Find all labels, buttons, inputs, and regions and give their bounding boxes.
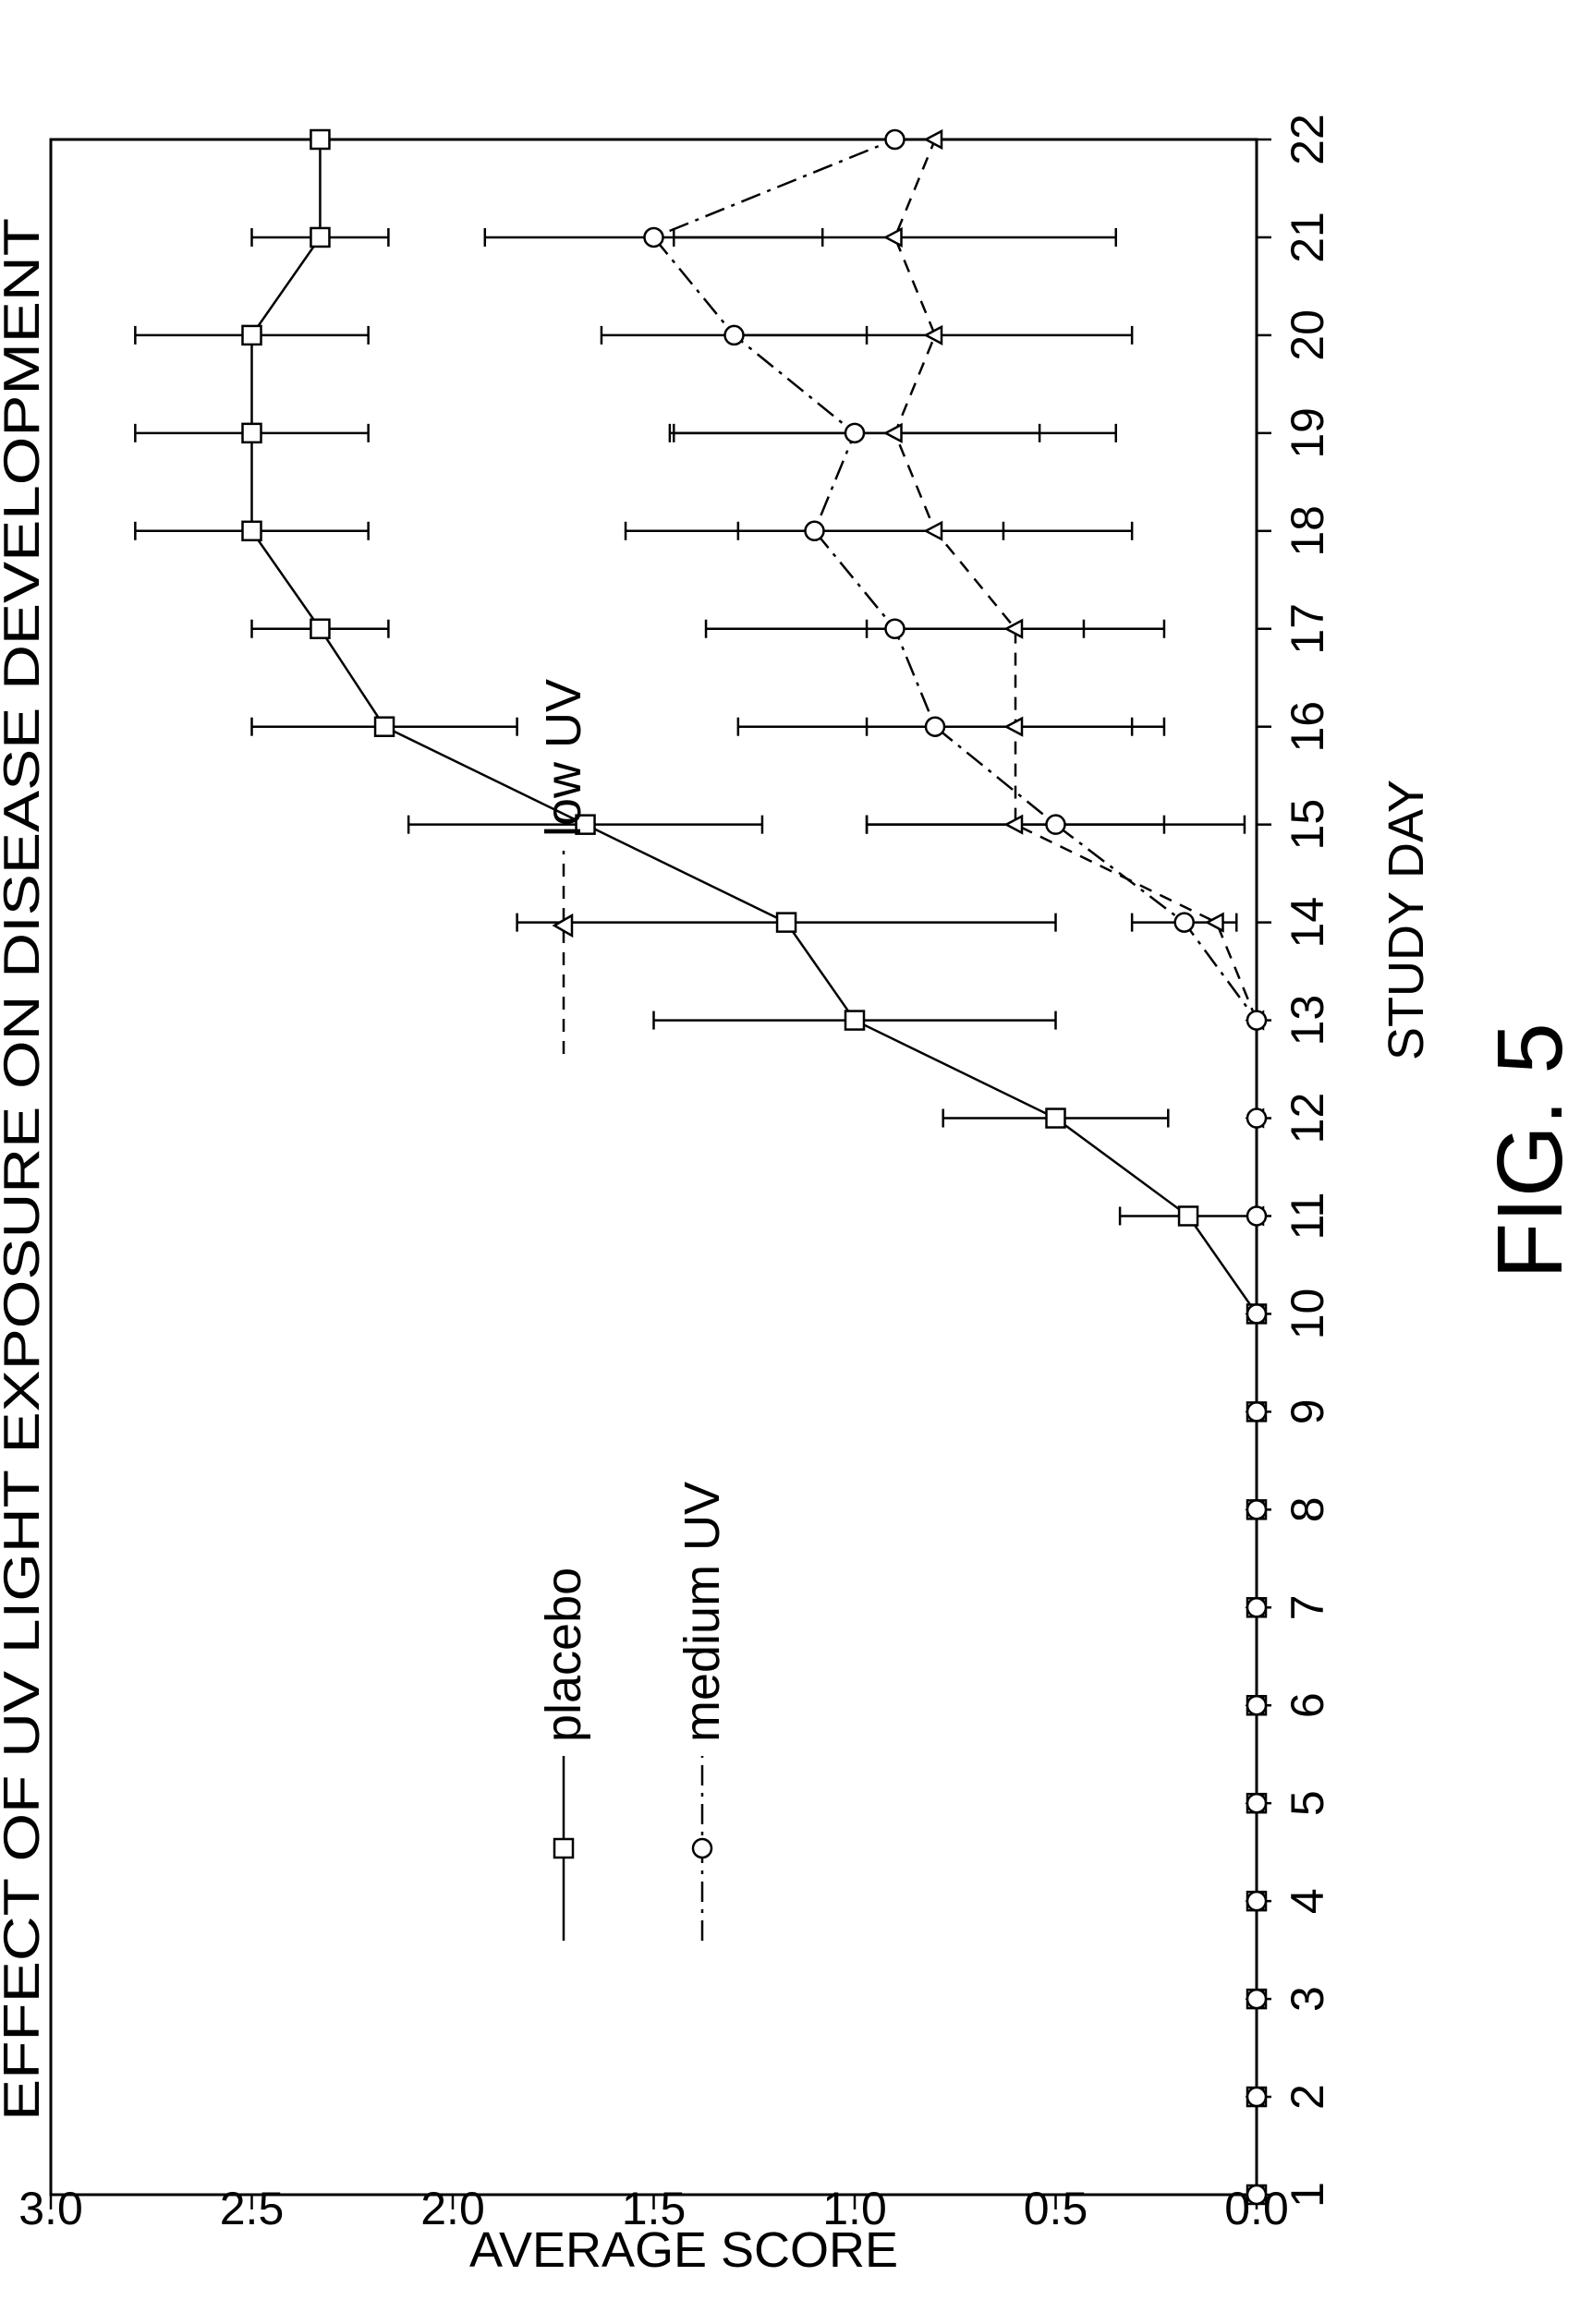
data-point-medium-uv: [1246, 2086, 1268, 2108]
data-point-medium-uv: [1246, 1988, 1268, 2010]
x-tick-label: 13: [1282, 995, 1333, 1047]
data-point-low-uv: [1204, 912, 1224, 933]
data-point-low-uv: [882, 422, 903, 443]
x-tick-label: 4: [1282, 1888, 1333, 1914]
x-tick-label: 15: [1282, 799, 1333, 851]
data-point-medium-uv: [804, 520, 825, 542]
data-point-placebo: [844, 1010, 866, 1031]
data-point-placebo: [241, 520, 262, 542]
data-point-medium-uv: [1246, 1890, 1268, 1912]
data-point-low-uv: [923, 128, 943, 151]
data-point-medium-uv: [1246, 1499, 1268, 1520]
data-point-medium-uv: [1246, 1108, 1268, 1129]
data-point-medium-uv: [1246, 1010, 1268, 1031]
error-bars: [134, 227, 1258, 1226]
x-tick-label: 12: [1282, 1093, 1333, 1144]
data-point-medium-uv: [1246, 1792, 1268, 1814]
data-point-medium-uv: [844, 422, 866, 444]
y-tick-label: 2.0: [420, 2183, 485, 2234]
data-point-medium-uv: [924, 716, 946, 737]
x-tick-label: 21: [1282, 212, 1333, 263]
x-tick-label: 19: [1282, 407, 1333, 459]
x-tick-label: 5: [1282, 1790, 1333, 1816]
x-tick-label: 20: [1282, 309, 1333, 361]
x-tick-label: 18: [1282, 505, 1333, 557]
data-point-medium-uv: [1045, 814, 1066, 835]
data-point-medium-uv: [1246, 2184, 1268, 2206]
data-point-medium-uv: [884, 618, 905, 640]
x-tick-label: 11: [1282, 1192, 1333, 1241]
x-tick-label: 10: [1282, 1289, 1333, 1340]
data-point-placebo: [373, 716, 395, 737]
x-tick-label: 17: [1282, 603, 1333, 655]
data-point-medium-uv: [1246, 1205, 1268, 1227]
legend-placebo-marker: [553, 1837, 575, 1859]
data-point-placebo: [1045, 1108, 1066, 1129]
chart-title: EFFECT OF UV LIGHT EXPOSURE ON DISEASE D…: [0, 218, 50, 2121]
data-point-placebo: [310, 226, 331, 248]
series-line-medium-uv: [651, 138, 1258, 2195]
series-line-low-uv: [893, 139, 1258, 2195]
series-lines: [250, 138, 1258, 2195]
x-tick-label: 3: [1282, 1986, 1333, 2012]
y-tick-label: 1.5: [622, 2183, 687, 2234]
x-tick-label: 16: [1282, 701, 1333, 753]
axis-ticks: [49, 138, 1271, 2209]
x-axis-label: STUDY DAY: [1379, 780, 1434, 1060]
x-tick-label: 2: [1282, 2084, 1333, 2110]
data-point-low-uv: [1003, 814, 1024, 835]
data-point-medium-uv: [1246, 1597, 1268, 1618]
data-point-medium-uv: [643, 226, 664, 248]
legend-medium-uv-marker: [691, 1837, 713, 1859]
data-point-low-uv: [923, 520, 943, 541]
data-point-low-uv: [1003, 618, 1024, 639]
legend-low-uv-label: low UV: [536, 679, 591, 837]
data-point-low-uv: [1003, 716, 1024, 737]
y-tick-label: 3.0: [18, 2183, 83, 2234]
x-tick-label: 1: [1282, 2182, 1333, 2208]
data-point-medium-uv: [1173, 912, 1195, 933]
data-point-placebo: [1177, 1205, 1199, 1227]
data-point-medium-uv: [723, 324, 745, 346]
x-tick-label: 8: [1282, 1496, 1333, 1522]
figure-label: FIG. 5: [1478, 1023, 1580, 1279]
data-point-placebo: [310, 128, 331, 151]
legend-medium-uv-label: medium UV: [675, 1482, 730, 1742]
data-point-medium-uv: [1246, 1694, 1268, 1716]
data-point-placebo: [241, 324, 262, 346]
data-point-placebo: [775, 912, 797, 933]
x-tick-label: 14: [1282, 897, 1333, 949]
series-line-placebo: [250, 139, 1258, 2195]
x-tick-label: 9: [1282, 1398, 1333, 1424]
x-tick-label: 6: [1282, 1692, 1333, 1718]
data-point-low-uv: [923, 324, 943, 345]
data-point-medium-uv: [1246, 1401, 1268, 1422]
x-tick-label: 7: [1282, 1594, 1333, 1620]
series-markers: [241, 128, 1268, 2206]
data-point-medium-uv: [1246, 1303, 1268, 1325]
data-point-low-uv: [882, 226, 903, 248]
legend: placebo low UV medium UV: [536, 679, 730, 1941]
y-tick-label: 0.5: [1024, 2183, 1088, 2234]
data-point-placebo: [310, 618, 331, 640]
data-point-placebo: [241, 422, 262, 444]
data-point-placebo: [575, 814, 596, 835]
legend-low-uv-marker: [552, 913, 574, 938]
data-point-medium-uv: [884, 128, 905, 151]
legend-placebo-label: placebo: [536, 1567, 591, 1742]
y-tick-label: 1.0: [822, 2183, 887, 2234]
x-tick-label: 22: [1282, 114, 1333, 165]
plot-area: [49, 138, 1258, 2197]
y-axis-label: AVERAGE SCORE: [469, 2222, 898, 2278]
y-tick-label: 2.5: [220, 2183, 285, 2234]
